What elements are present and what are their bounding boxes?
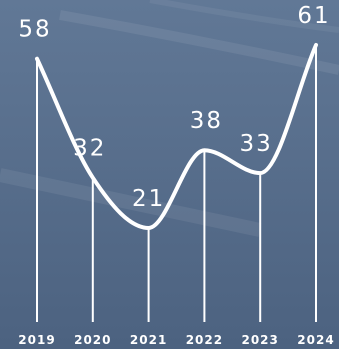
series-layer (35, 43, 318, 230)
x-tick-label-2023: 2023 (241, 333, 278, 347)
x-axis: 2019 2020 2021 2022 2023 2024 (18, 333, 334, 347)
x-tick-label-2022: 2022 (186, 333, 223, 347)
data-label-2021: 21 (132, 186, 165, 212)
value-labels: 58 32 21 38 33 61 (18, 3, 330, 212)
data-label-2022: 38 (190, 108, 223, 134)
data-label-2020: 32 (73, 136, 106, 162)
x-tick-label-2024: 2024 (297, 333, 334, 347)
x-tick-label-2020: 2020 (74, 333, 111, 347)
x-tick-label-2019: 2019 (18, 333, 55, 347)
data-label-2023: 33 (240, 131, 273, 157)
drop-lines (36, 45, 317, 322)
x-tick-label-2021: 2021 (130, 333, 167, 347)
data-label-2019: 58 (18, 17, 51, 43)
data-label-2024: 61 (297, 3, 330, 29)
series-line (35, 43, 318, 230)
